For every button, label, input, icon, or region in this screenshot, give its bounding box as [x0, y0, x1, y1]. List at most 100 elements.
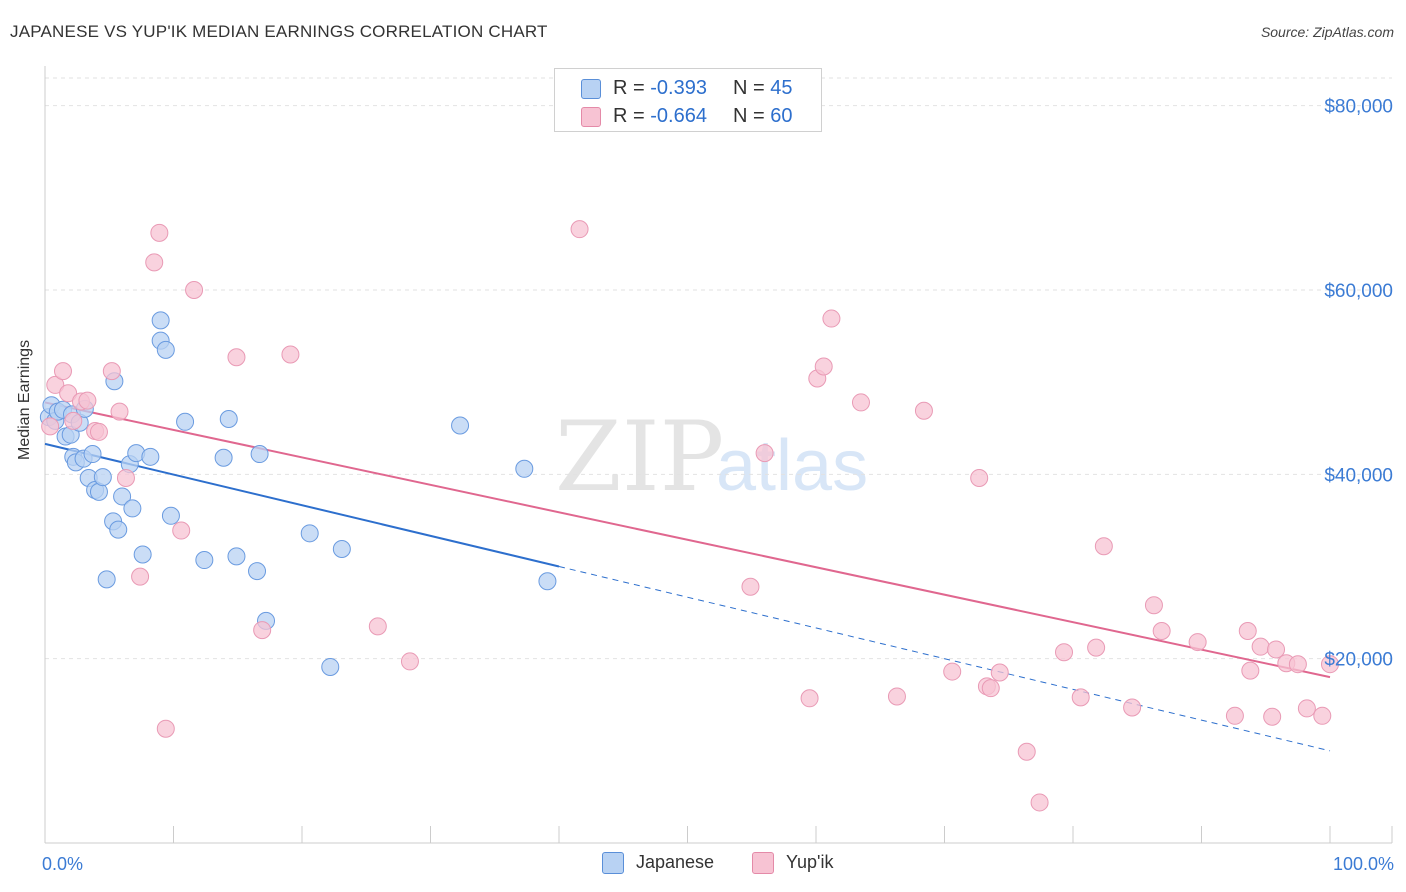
- x-tick-label: 0.0%: [42, 854, 83, 874]
- yupik-point: [281, 345, 300, 364]
- japanese-point: [538, 572, 557, 591]
- japanese-point: [451, 416, 470, 435]
- japanese-point: [109, 520, 128, 539]
- yupik-point: [1152, 622, 1171, 641]
- data-points: [39, 220, 1339, 812]
- japanese-point: [227, 547, 246, 566]
- yupik-point: [741, 577, 760, 596]
- chart-title: JAPANESE VS YUP'IK MEDIAN EARNINGS CORRE…: [10, 22, 548, 41]
- stats-legend: R = -0.393 N = 45 R = -0.664 N = 60: [554, 68, 822, 132]
- watermark: ZIP atlas: [555, 401, 868, 513]
- yupik-point: [1225, 706, 1244, 725]
- y-tick-label: $60,000: [1324, 281, 1393, 302]
- yupik-point: [1251, 637, 1270, 656]
- yupik-point: [1123, 698, 1142, 717]
- japanese-point: [89, 482, 108, 501]
- axes: [44, 66, 1393, 844]
- yupik-point: [1263, 707, 1282, 726]
- japanese-point: [133, 545, 152, 564]
- yupik-point: [1288, 655, 1307, 674]
- yupik-point: [1188, 633, 1207, 652]
- yupik-point: [131, 567, 150, 586]
- yupik-point: [981, 679, 1000, 698]
- yupik-point: [914, 401, 933, 420]
- japanese-point: [332, 539, 351, 558]
- japanese-point: [248, 562, 267, 581]
- japanese-point: [97, 570, 116, 589]
- y-tick-label: $80,000: [1324, 97, 1393, 118]
- yupik-point: [755, 444, 774, 463]
- y-tick-label: $20,000: [1324, 650, 1393, 671]
- yupik-point: [1241, 661, 1260, 680]
- japanese-point: [93, 468, 112, 487]
- yupik-point: [1094, 537, 1113, 556]
- japanese-point: [141, 447, 160, 466]
- yupik-point: [46, 375, 65, 394]
- x-tick-labels: 0.0% 100.0%: [42, 854, 1394, 874]
- yupik-point: [1297, 699, 1316, 718]
- r-value: -0.393: [650, 77, 707, 99]
- legend-r: R = -0.393: [613, 77, 707, 100]
- yupik-point: [102, 362, 121, 381]
- yupik-point: [110, 402, 129, 421]
- yupik-point: [59, 384, 78, 403]
- yupik-point: [814, 357, 833, 376]
- legend-swatch-yupik: [581, 107, 601, 127]
- legend-n: N = 60: [733, 105, 793, 128]
- source-label: Source: ZipAtlas.com: [1260, 24, 1394, 40]
- yupik-point: [1267, 640, 1286, 659]
- legend-swatch-japanese: [581, 79, 601, 99]
- yupik-point: [53, 362, 72, 381]
- watermark-zip: ZIP: [555, 401, 724, 513]
- n-label: N =: [733, 77, 765, 99]
- grid: [45, 77, 1392, 660]
- yupik-point: [41, 417, 60, 436]
- yupik-point: [150, 223, 169, 242]
- legend-label-yupik: Yup'ik: [786, 852, 834, 872]
- japanese-point: [214, 448, 233, 467]
- yupik-point: [1238, 622, 1257, 641]
- legend-n: N = 45: [733, 77, 793, 100]
- yupik-point: [89, 422, 108, 441]
- yupik-point: [156, 719, 175, 738]
- yupik-point: [822, 309, 841, 328]
- yupik-point: [851, 393, 870, 412]
- r-value: -0.664: [650, 105, 707, 127]
- yupik-point: [1321, 655, 1339, 674]
- x-tick-label: 100.0%: [1333, 854, 1394, 874]
- r-label: R =: [613, 105, 645, 127]
- legend-swatch-japanese: [602, 852, 624, 874]
- japanese-point: [161, 506, 180, 525]
- yupik-point: [570, 220, 589, 239]
- japanese-point: [321, 657, 340, 676]
- yupik-point: [253, 621, 272, 640]
- yupik-point: [887, 687, 906, 706]
- yupik-point: [990, 663, 1009, 682]
- yupik-point: [1144, 596, 1163, 615]
- yupik-point: [368, 617, 387, 636]
- japanese-point: [156, 340, 175, 359]
- legend-r: R = -0.664: [613, 105, 707, 128]
- yupik-point: [1087, 638, 1106, 657]
- y-tick-labels: $20,000 $40,000 $60,000 $80,000: [1324, 97, 1393, 671]
- yupik-point: [400, 652, 419, 671]
- yupik-point: [800, 689, 819, 708]
- yupik-point: [78, 391, 97, 410]
- watermark-atlas: atlas: [716, 426, 868, 506]
- yupik-point: [64, 411, 83, 430]
- japanese-point: [250, 445, 269, 464]
- japanese-point: [123, 499, 142, 518]
- n-label: N =: [733, 105, 765, 127]
- legend-label-japanese: Japanese: [636, 852, 715, 872]
- yupik-point: [1030, 793, 1049, 812]
- n-value: 45: [770, 77, 793, 99]
- japanese-point: [151, 311, 170, 330]
- r-label: R =: [613, 77, 645, 99]
- yupik-point: [1313, 706, 1332, 725]
- yupik-point: [943, 662, 962, 681]
- yupik-point: [970, 469, 989, 488]
- japanese-point: [83, 445, 102, 464]
- yupik-point: [145, 253, 164, 272]
- yupik-point: [227, 348, 246, 367]
